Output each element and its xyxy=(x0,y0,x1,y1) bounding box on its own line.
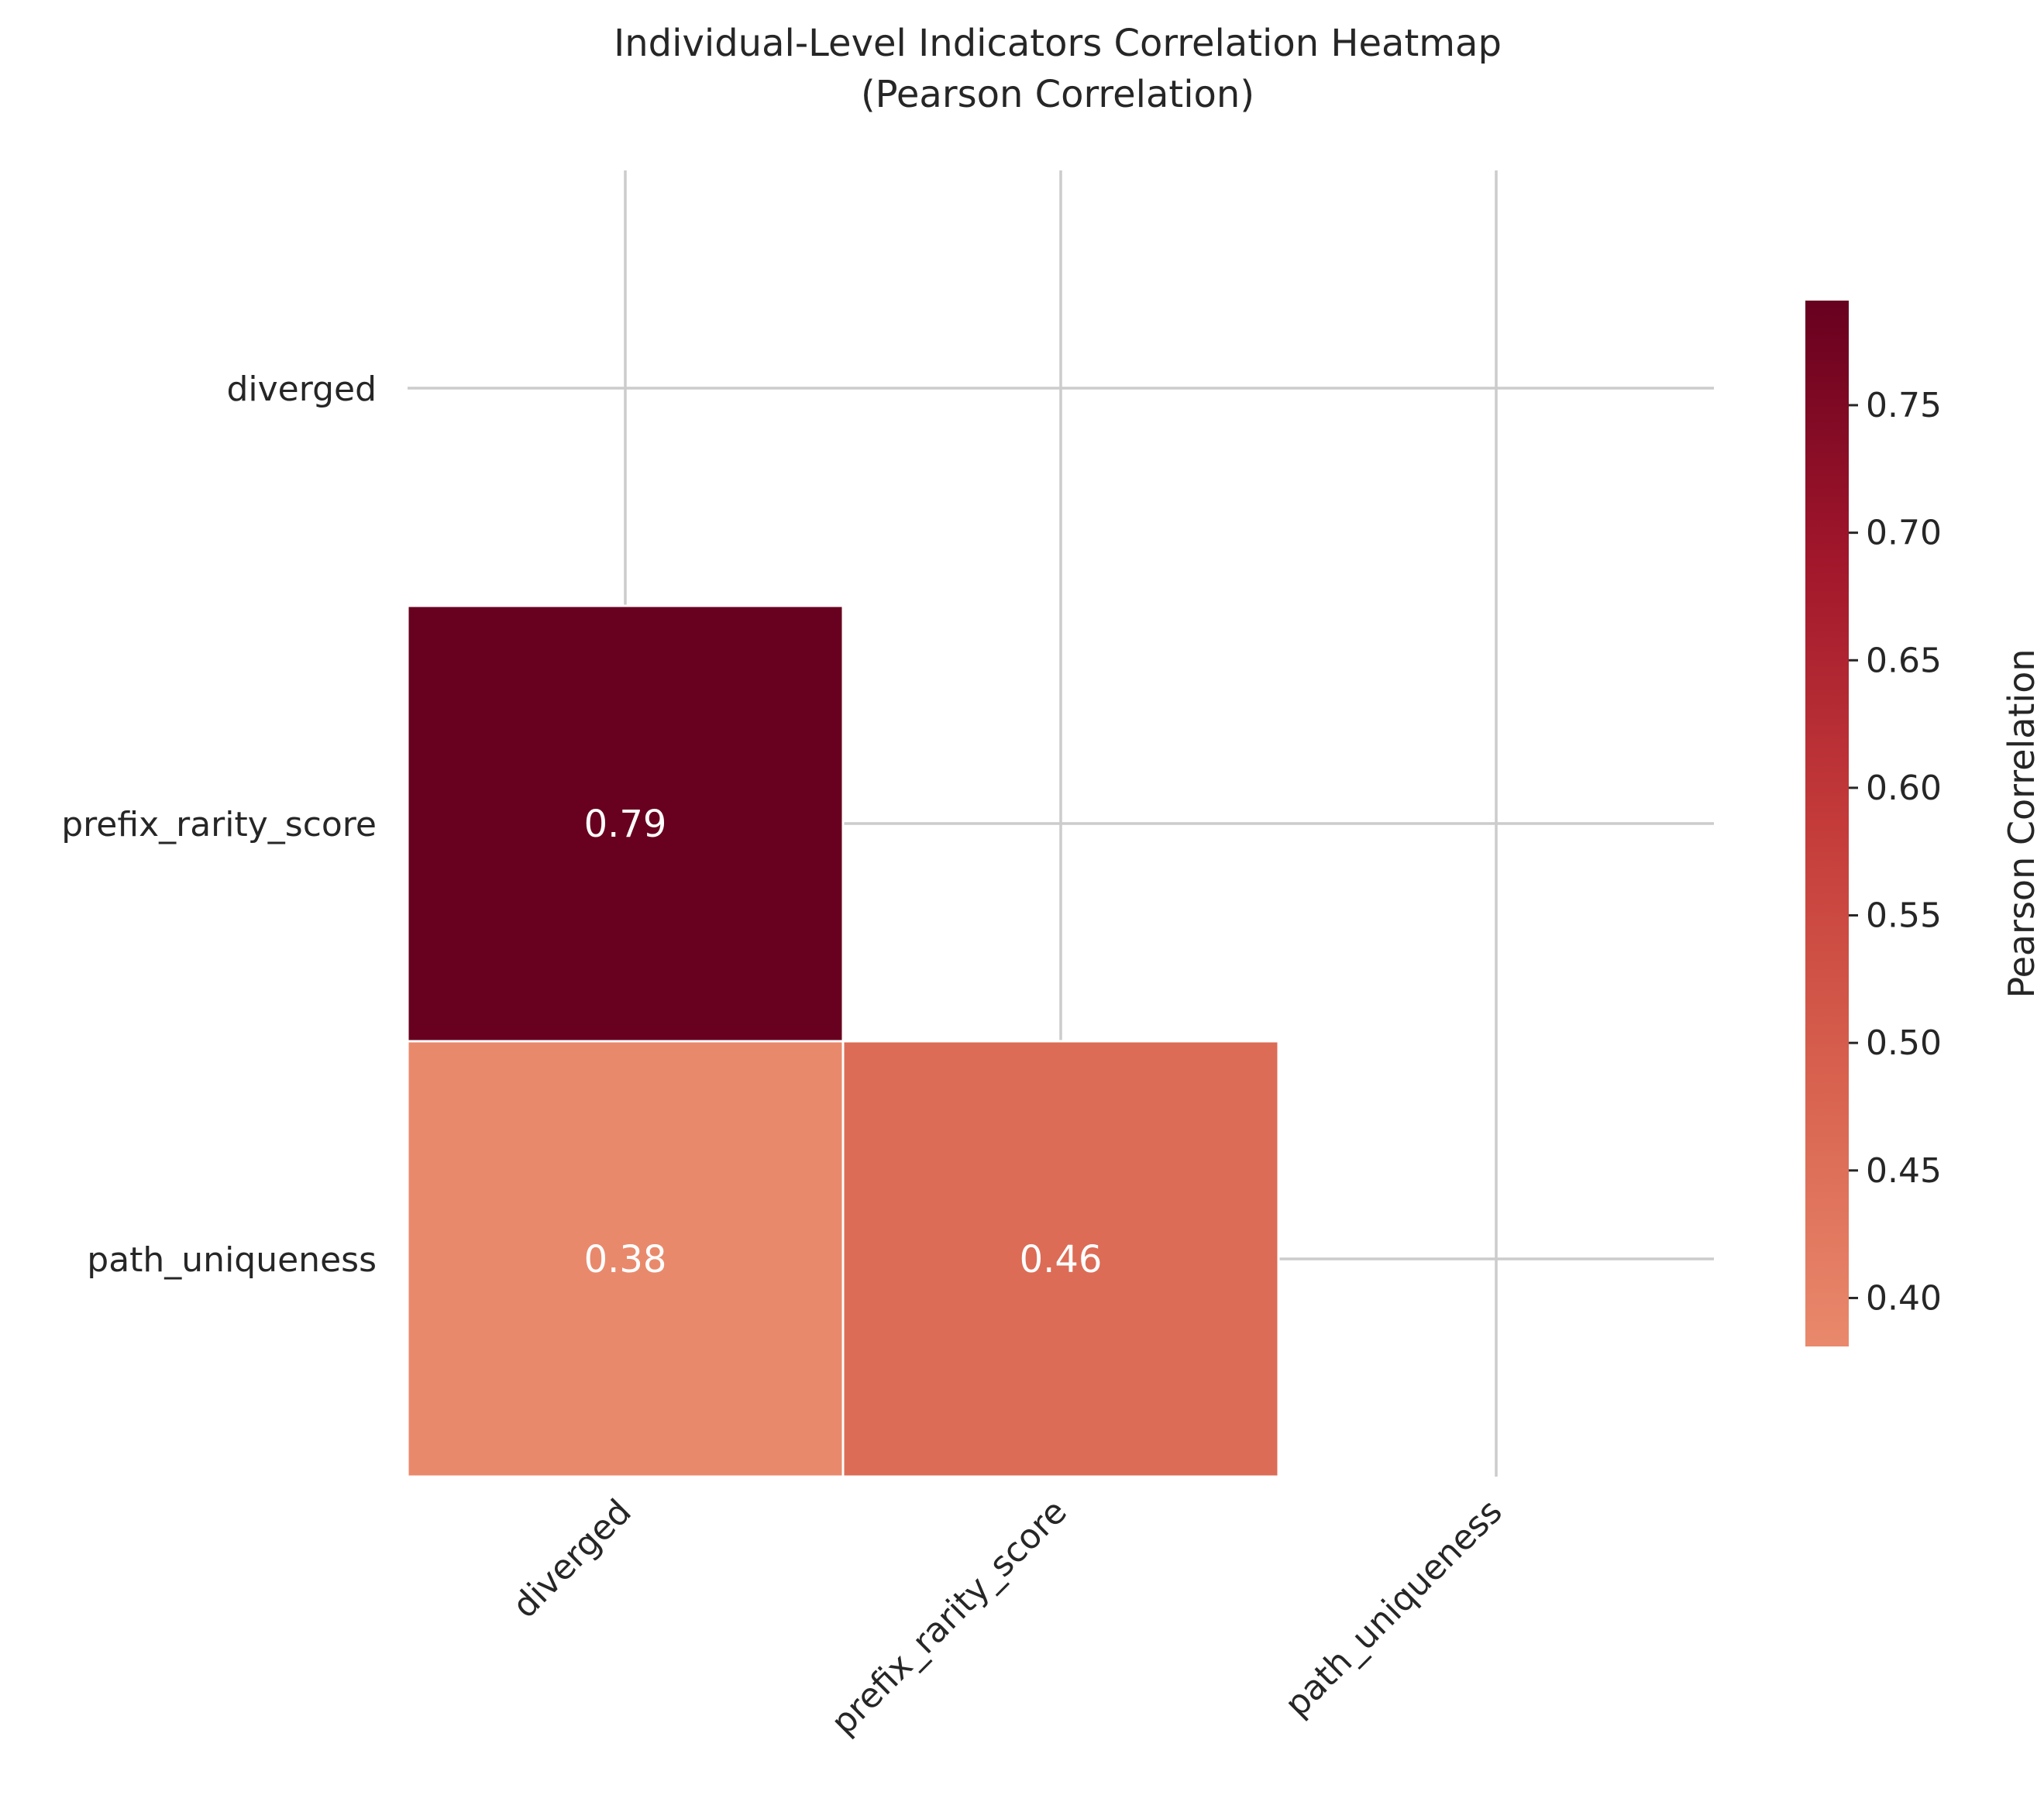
heatmap-cell xyxy=(406,604,845,1043)
column-tick-labels: diverged prefix_rarity_score path_uniquene… xyxy=(505,1492,1510,1743)
row-tick-labels: diverged prefix_rarity_score path_uniquene… xyxy=(61,370,377,1280)
colorbar-ticks: 0.40 0.45 0.50 0.55 0.60 0.65 0.70 0.75 xyxy=(1849,386,1942,1318)
colorbar-tick-label: 0.50 xyxy=(1866,1023,1942,1063)
colorbar-tick-label: 0.55 xyxy=(1866,896,1942,936)
colorbar-tick-label: 0.60 xyxy=(1866,769,1942,808)
cell-value-label: 0.38 xyxy=(584,1238,667,1281)
colorbar-tick-label: 0.75 xyxy=(1866,386,1942,425)
heatmap-cell xyxy=(841,1040,1280,1478)
row-label: diverged xyxy=(226,370,377,409)
column-label: path_uniqueness xyxy=(1277,1492,1509,1725)
column-label: prefix_rarity_score xyxy=(824,1492,1075,1743)
colorbar-gradient xyxy=(1805,301,1849,1346)
cell-value-label: 0.79 xyxy=(584,803,667,846)
colorbar: 0.40 0.45 0.50 0.55 0.60 0.65 0.70 0.75 Pearson… xyxy=(1805,301,2042,1346)
colorbar-label: Pearson Correlation xyxy=(2001,648,2042,998)
chart-subtitle: (Pearson Correlation) xyxy=(861,73,1254,116)
cell-value-label: 0.46 xyxy=(1020,1238,1103,1281)
row-label: path_uniqueness xyxy=(87,1240,377,1280)
row-label: prefix_rarity_score xyxy=(61,805,377,844)
colorbar-tick-label: 0.65 xyxy=(1866,641,1942,680)
colorbar-tick-label: 0.40 xyxy=(1866,1278,1942,1318)
column-label: diverged xyxy=(505,1492,639,1626)
heatmap-cells: 0.79 0.38 0.46 xyxy=(406,604,1280,1478)
chart-title: Individual-Level Indicators Correlation … xyxy=(614,22,1502,65)
colorbar-tick-label: 0.70 xyxy=(1866,514,1942,553)
colorbar-tick-label: 0.45 xyxy=(1866,1151,1942,1191)
